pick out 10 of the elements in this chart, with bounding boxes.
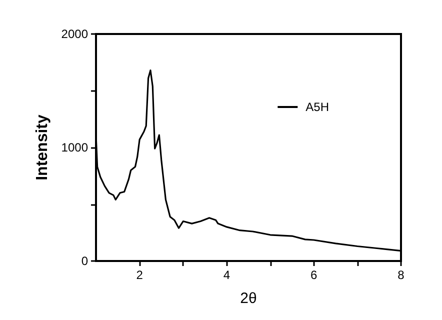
x-tick-label: 6	[310, 268, 318, 282]
x-axis-title: 2θ	[240, 290, 257, 307]
x-tick-label: 8	[398, 268, 405, 282]
y-tick-label: 2000	[61, 27, 88, 41]
legend-label: A5H	[306, 100, 329, 114]
y-axis-title: Intensity	[34, 114, 51, 180]
y-tick-label: 0	[81, 254, 88, 268]
x-tick-label: 2	[136, 268, 144, 282]
y-tick-label: 1000	[61, 140, 88, 154]
x-tick-label: 4	[223, 268, 230, 282]
